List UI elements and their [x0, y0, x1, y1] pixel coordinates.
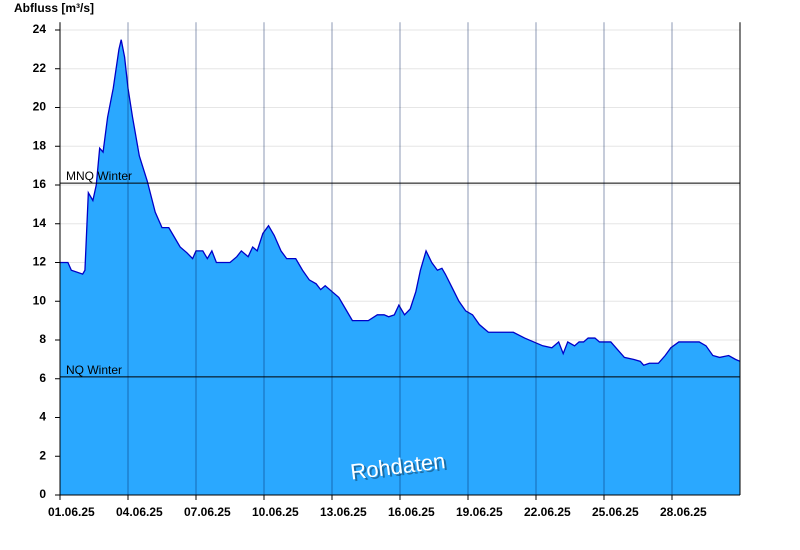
y-tick-label: 12 [33, 255, 47, 269]
x-tick-label: 04.06.25 [116, 505, 163, 519]
y-tick-label: 18 [33, 138, 47, 152]
x-tick-label: 07.06.25 [184, 505, 231, 519]
y-tick-label: 24 [33, 22, 47, 36]
y-axis-label: Abfluss [m³/s] [14, 1, 94, 15]
y-tick-label: 16 [33, 177, 47, 191]
x-tick-label: 19.06.25 [456, 505, 503, 519]
y-tick-label: 2 [39, 448, 46, 462]
area-line [60, 39, 741, 366]
reference-label: MNQ Winter [66, 169, 132, 183]
x-tick-label: 10.06.25 [252, 505, 299, 519]
y-tick-label: 4 [39, 410, 46, 424]
x-tick-label: 13.06.25 [320, 505, 367, 519]
y-tick-label: 0 [39, 487, 46, 501]
x-tick-label: 16.06.25 [388, 505, 435, 519]
x-tick-label: 28.06.25 [660, 505, 707, 519]
y-tick-label: 20 [33, 100, 47, 114]
y-tick-label: 14 [33, 216, 47, 230]
y-tick-label: 6 [39, 371, 46, 385]
area-fill [60, 39, 740, 495]
reference-label: NQ Winter [66, 363, 122, 377]
y-tick-label: 8 [39, 332, 46, 346]
x-tick-label: 22.06.25 [524, 505, 571, 519]
x-tick-label: 01.06.25 [48, 505, 95, 519]
x-tick-label: 25.06.25 [592, 505, 639, 519]
y-tick-label: 10 [33, 293, 47, 307]
y-tick-label: 22 [33, 61, 47, 75]
